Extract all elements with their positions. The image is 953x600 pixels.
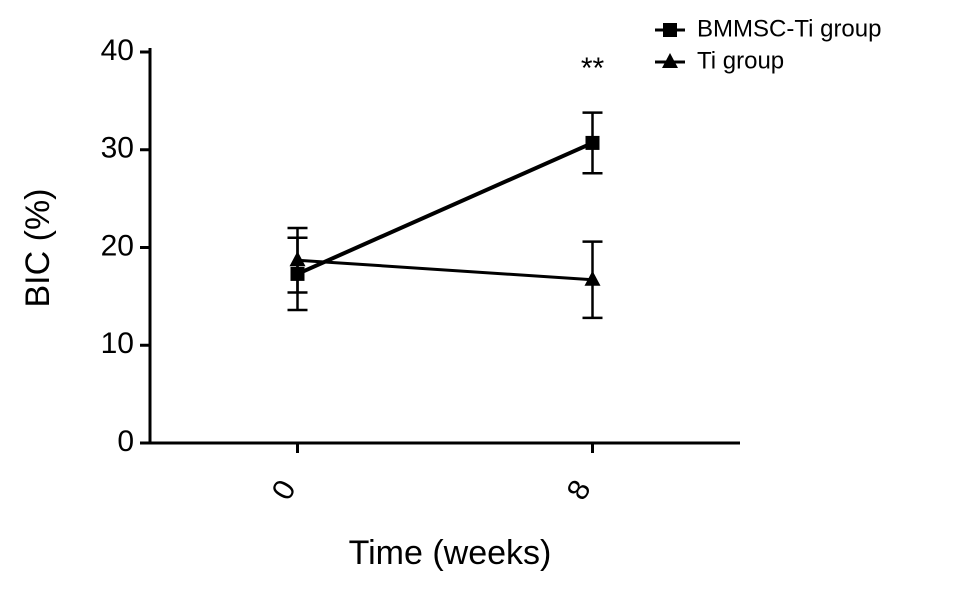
x-tick-label: 8 — [561, 475, 598, 506]
y-axis-label: BIC (%) — [19, 189, 57, 308]
marker — [585, 135, 600, 150]
marker — [663, 23, 677, 37]
annotation: ** — [581, 52, 605, 85]
marker — [662, 53, 678, 68]
legend-label: Ti group — [697, 47, 784, 74]
marker — [289, 251, 306, 267]
marker — [584, 270, 601, 286]
series-line — [297, 258, 593, 282]
y-tick-label: 0 — [117, 425, 134, 458]
legend-label: BMMSC-Ti group — [697, 15, 881, 42]
y-tick-label: 20 — [101, 229, 134, 262]
y-tick-label: 10 — [101, 327, 134, 360]
y-tick-label: 40 — [101, 34, 134, 67]
series-line — [296, 141, 594, 276]
x-tick-label: 0 — [266, 475, 303, 506]
x-axis-label: Time (weeks) — [349, 534, 552, 572]
y-tick-label: 30 — [101, 132, 134, 165]
